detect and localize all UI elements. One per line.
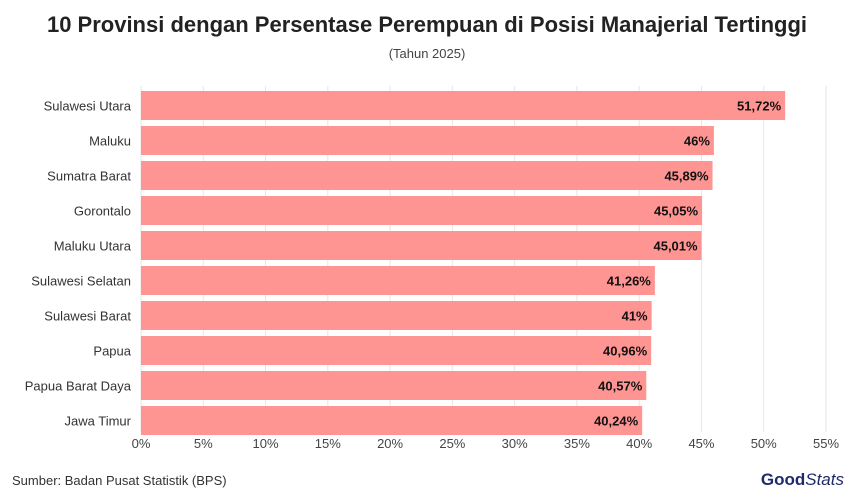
category-label: Sulawesi Selatan xyxy=(31,274,131,289)
bar xyxy=(141,161,713,190)
category-label: Gorontalo xyxy=(74,204,131,219)
x-tick-label: 50% xyxy=(751,436,777,451)
bar xyxy=(141,371,647,400)
x-tick-label: 30% xyxy=(502,436,528,451)
data-label: 45,89% xyxy=(664,169,709,184)
bar xyxy=(141,406,643,435)
bar xyxy=(141,126,714,155)
data-label: 40,57% xyxy=(598,379,643,394)
x-tick-label: 15% xyxy=(315,436,341,451)
data-label: 46% xyxy=(684,134,710,149)
chart-subtitle: (Tahun 2025) xyxy=(388,46,466,61)
data-label: 45,05% xyxy=(654,204,699,219)
data-label: 41% xyxy=(622,309,648,324)
data-label: 45,01% xyxy=(653,239,698,254)
x-tick-label: 10% xyxy=(253,436,279,451)
x-tick-label: 45% xyxy=(688,436,714,451)
category-label: Maluku xyxy=(89,134,131,149)
logo-text-good: Good xyxy=(760,470,806,489)
data-label: 41,26% xyxy=(607,274,652,289)
category-label: Sulawesi Barat xyxy=(44,309,131,324)
bar xyxy=(141,301,652,330)
source-note: Sumber: Badan Pusat Statistik (BPS) xyxy=(12,473,227,488)
data-label: 40,96% xyxy=(603,344,648,359)
category-label: Sulawesi Utara xyxy=(44,99,132,114)
x-tick-label: 25% xyxy=(439,436,465,451)
data-label: 40,24% xyxy=(594,414,639,429)
bar-chart: 0% 5% 10% 15% 20% 25% 30% 35% 40% 45% 50% 55% Sulawe… xyxy=(25,86,839,451)
goodstats-logo: GoodStats xyxy=(761,470,844,490)
x-tick-label: 0% xyxy=(132,436,151,451)
bar xyxy=(141,266,655,295)
category-label: Papua xyxy=(93,344,131,359)
chart-title: 10 Provinsi dengan Persentase Perempuan … xyxy=(46,12,808,37)
x-tick-label: 40% xyxy=(626,436,652,451)
data-label: 51,72% xyxy=(737,99,782,114)
x-tick-label: 20% xyxy=(377,436,403,451)
bar xyxy=(141,231,702,260)
category-label: Jawa Timur xyxy=(65,414,132,429)
x-tick-label: 5% xyxy=(194,436,213,451)
category-label: Papua Barat Daya xyxy=(25,379,132,394)
x-tick-label: 35% xyxy=(564,436,590,451)
category-label: Sumatra Barat xyxy=(47,169,131,184)
bar xyxy=(141,336,652,365)
category-label: Maluku Utara xyxy=(54,239,132,254)
bar xyxy=(141,91,786,120)
x-tick-label: 55% xyxy=(813,436,839,451)
logo-text-stats: Stats xyxy=(805,470,844,489)
bar xyxy=(141,196,703,225)
